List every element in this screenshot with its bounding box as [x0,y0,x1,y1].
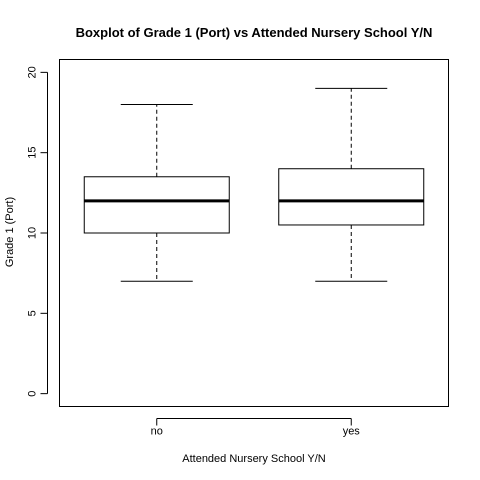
box-series [83,87,425,282]
box-no [83,103,230,282]
chart-title: Boxplot of Grade 1 (Port) vs Attended Nu… [76,25,433,40]
y-axis: 0 5 10 15 20 [27,66,48,397]
iqr-box [278,168,425,226]
x-tick-label: no [151,426,163,438]
box-yes [278,87,425,282]
y-tick-label: 5 [27,310,39,316]
plot-frame [59,59,449,407]
y-tick-label: 10 [27,227,39,239]
y-tick-label: 20 [27,66,39,78]
y-tick-label: 15 [27,147,39,159]
x-axis: no yes [151,418,361,438]
x-axis-label: Attended Nursery School Y/N [182,453,326,465]
x-tick-label: yes [343,426,361,438]
y-tick-label: 0 [27,391,39,397]
iqr-box [83,176,230,234]
y-axis-label: Grade 1 (Port) [4,197,16,267]
